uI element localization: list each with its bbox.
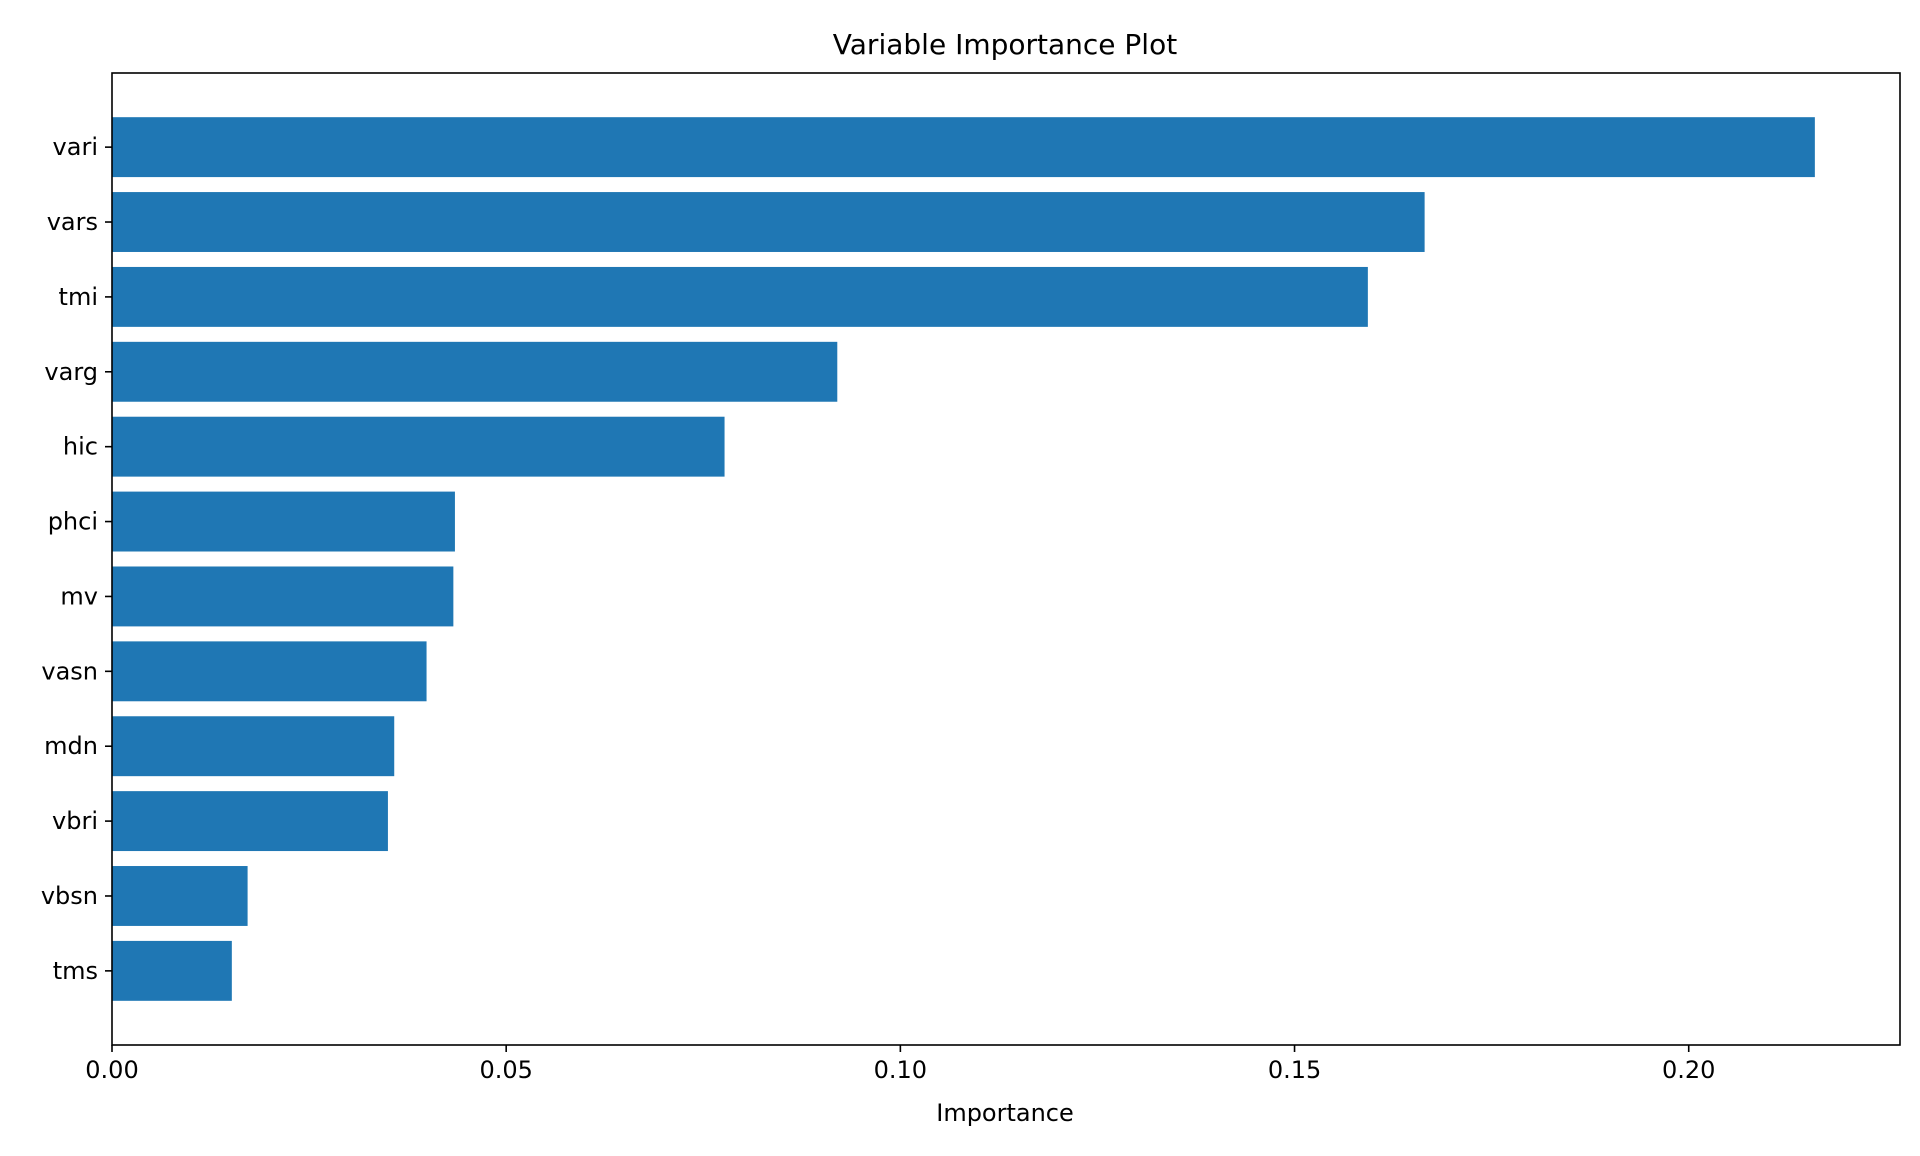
x-tick-label: 0.15 <box>1268 1056 1321 1084</box>
bar-tmi <box>112 266 1368 327</box>
bar-vari <box>112 117 1815 178</box>
y-tick-label: tms <box>53 957 98 985</box>
y-tick-label: vari <box>53 133 98 161</box>
bar-tms <box>112 940 232 1001</box>
bar-hic <box>112 416 725 477</box>
bar-vbri <box>112 791 388 852</box>
chart-title: Variable Importance Plot <box>833 28 1177 61</box>
bar-vars <box>112 192 1425 252</box>
plot-frame <box>111 72 1901 1046</box>
y-tick-label: hic <box>63 433 98 461</box>
y-tick-label: varg <box>44 358 98 386</box>
y-tick-label: vars <box>47 208 98 236</box>
x-axis-label: Importance <box>936 1099 1074 1127</box>
y-tick-label: vasn <box>41 657 98 685</box>
x-tick-label: 0.10 <box>874 1056 927 1084</box>
bar-varg <box>112 341 838 402</box>
bar-mdn <box>112 716 395 777</box>
y-tick-label: phci <box>48 508 98 536</box>
x-tick-label: 0.05 <box>479 1056 532 1084</box>
x-tick-label: 0.20 <box>1662 1056 1715 1084</box>
bars-layer <box>112 117 1815 1001</box>
x-tick-label: 0.00 <box>85 1056 138 1084</box>
y-tick-label: vbsn <box>41 882 98 910</box>
bar-phci <box>112 491 455 552</box>
y-tick-label: mv <box>60 582 98 610</box>
x-axis: 0.00 0.05 0.10 0.15 0.20 <box>85 1045 1715 1084</box>
y-tick-label: tmi <box>59 283 98 311</box>
y-tick-label: mdn <box>44 732 98 760</box>
y-axis: vari vars tmi varg hic phci mv vasn mdn vbri vbsn t… <box>41 133 112 985</box>
bar-vasn <box>112 641 427 702</box>
bar-mv <box>112 566 454 627</box>
bar-vbsn <box>112 866 248 926</box>
y-tick-label: vbri <box>52 807 98 835</box>
